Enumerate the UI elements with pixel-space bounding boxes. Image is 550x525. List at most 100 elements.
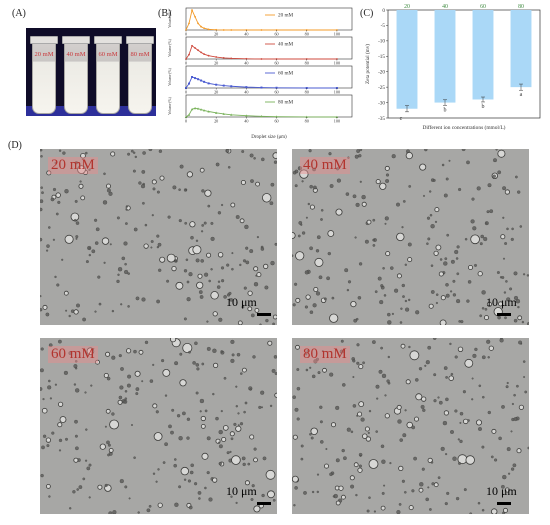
x-axis-label: Different ion concentrations (mmol/L) xyxy=(423,124,506,131)
droplet xyxy=(152,363,155,366)
x-tick-label: 100 xyxy=(334,119,340,124)
plot-frame xyxy=(185,94,353,118)
droplet xyxy=(316,473,320,476)
droplet xyxy=(454,409,458,413)
micrograph-60: 60 mM 10 μm xyxy=(40,338,277,514)
droplet xyxy=(510,430,513,433)
droplet xyxy=(384,165,390,171)
droplet xyxy=(301,180,304,183)
droplet xyxy=(91,249,96,254)
droplets xyxy=(40,149,277,325)
droplet xyxy=(46,249,49,252)
droplet xyxy=(48,379,51,383)
legend-label: 40 mM xyxy=(278,42,294,48)
droplet xyxy=(446,233,450,237)
droplet xyxy=(171,408,175,412)
data-point xyxy=(197,22,199,25)
droplet xyxy=(486,301,492,307)
droplet xyxy=(358,154,362,158)
droplet xyxy=(504,242,508,245)
droplet xyxy=(265,318,269,323)
droplet xyxy=(206,320,209,323)
droplet xyxy=(201,230,204,233)
droplet xyxy=(200,259,204,263)
droplet xyxy=(399,321,403,324)
droplet xyxy=(85,260,89,264)
droplet xyxy=(272,322,275,325)
droplet xyxy=(470,219,475,224)
droplet xyxy=(187,479,191,483)
droplet xyxy=(158,268,162,272)
scale-bar-label: 10 μm xyxy=(226,484,257,498)
droplet xyxy=(267,490,275,499)
droplet xyxy=(247,306,253,312)
emulsion-tubes-photo: 20 mM 40 mM 60 mM 80 mM xyxy=(26,28,156,116)
droplet xyxy=(384,413,390,419)
droplet xyxy=(274,242,277,246)
droplet xyxy=(149,379,154,383)
droplet xyxy=(102,200,108,205)
droplet xyxy=(374,290,378,294)
droplet xyxy=(49,397,52,400)
droplet xyxy=(88,253,91,257)
scale-bar xyxy=(257,502,271,505)
droplet xyxy=(415,393,423,401)
droplet xyxy=(315,249,320,253)
droplet xyxy=(427,345,432,350)
data-point xyxy=(305,115,308,118)
droplet xyxy=(513,393,516,397)
tube-cap xyxy=(30,36,58,44)
scale-bar xyxy=(497,502,511,505)
droplet xyxy=(223,376,227,380)
droplet xyxy=(94,241,99,245)
droplet xyxy=(230,495,233,498)
droplet xyxy=(254,307,260,313)
significance-letter: a xyxy=(520,92,523,98)
data-point xyxy=(222,57,225,59)
droplet xyxy=(353,318,358,323)
droplet xyxy=(394,288,399,293)
droplet xyxy=(116,216,120,220)
droplet xyxy=(304,270,309,275)
droplet xyxy=(327,230,335,237)
droplet xyxy=(204,486,207,490)
droplet xyxy=(452,456,457,461)
droplet xyxy=(445,293,450,298)
droplet xyxy=(64,234,74,244)
data-point xyxy=(187,113,191,116)
droplet xyxy=(314,257,324,267)
droplet xyxy=(354,236,357,239)
droplet xyxy=(87,245,92,251)
droplet xyxy=(189,221,196,228)
droplet xyxy=(134,155,137,159)
droplet xyxy=(133,456,136,459)
droplet xyxy=(40,207,43,212)
droplet xyxy=(204,189,212,197)
series-line xyxy=(185,8,337,31)
droplet xyxy=(64,189,69,194)
droplet xyxy=(420,404,425,409)
droplet xyxy=(515,299,521,304)
droplet xyxy=(111,309,115,313)
droplet xyxy=(195,391,199,395)
droplet xyxy=(458,187,462,192)
droplet xyxy=(201,452,209,460)
droplet xyxy=(127,152,131,156)
droplet xyxy=(430,224,435,229)
droplet xyxy=(295,297,301,303)
droplet xyxy=(270,260,275,266)
droplet xyxy=(52,238,55,241)
droplet xyxy=(355,493,358,497)
droplet xyxy=(212,477,218,483)
droplet xyxy=(255,181,261,187)
droplet xyxy=(50,197,55,202)
droplet xyxy=(178,485,182,489)
droplet xyxy=(262,456,267,461)
droplet xyxy=(331,296,335,300)
droplet xyxy=(518,404,524,410)
droplet xyxy=(312,167,316,172)
droplet xyxy=(210,268,213,271)
droplet xyxy=(109,243,112,246)
droplet xyxy=(310,436,314,440)
droplet xyxy=(495,149,498,151)
